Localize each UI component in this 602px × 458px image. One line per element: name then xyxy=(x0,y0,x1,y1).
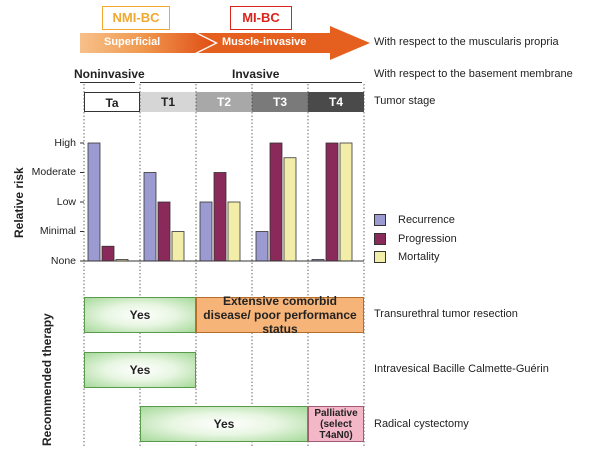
y-tick-high: High xyxy=(54,137,76,149)
stage-ta: Ta xyxy=(84,92,140,112)
turbt-label: Transurethral tumor resection xyxy=(374,308,518,320)
bar-recurrence-t1 xyxy=(143,172,157,262)
y-tick-low: Low xyxy=(56,196,76,208)
bar-progression-t4 xyxy=(325,142,339,262)
y-tick-minimal: Minimal xyxy=(39,225,76,237)
bar-progression-t3 xyxy=(269,142,283,262)
bcg-yes-box: Yes xyxy=(84,352,196,388)
y-tick-moderate: Moderate xyxy=(31,166,76,178)
turbt-comorbid-text: Extensive comorbid disease/ poor perform… xyxy=(203,294,357,336)
turbt-comorbid-box: Extensive comorbid disease/ poor perform… xyxy=(196,294,364,336)
legend-swatch-mortality xyxy=(374,251,386,263)
bar-progression-t2 xyxy=(213,172,227,262)
bar-recurrence-t3 xyxy=(255,231,269,262)
bar-progression-ta xyxy=(101,245,115,262)
bar-mortality-t2 xyxy=(227,201,241,262)
noninvasive-divider-line xyxy=(80,82,135,83)
stage-t4: T4 xyxy=(308,92,364,112)
legend-label-mortality: Mortality xyxy=(398,251,440,263)
tumor-stage-note: Tumor stage xyxy=(374,95,436,107)
cystectomy-palliative-text: Palliative (select T4aN0) xyxy=(314,407,358,441)
bar-recurrence-t2 xyxy=(199,201,213,262)
bcg-yes-text: Yes xyxy=(129,363,151,377)
legend-swatch-recurrence xyxy=(374,214,386,226)
cystectomy-yes-box: Yes xyxy=(140,406,308,442)
nmi-bc-badge: NMI-BC xyxy=(102,6,170,30)
muscle-invasive-label: Muscle-invasive xyxy=(222,36,307,48)
bar-mortality-t4 xyxy=(339,142,353,262)
turbt-yes-text: Yes xyxy=(129,308,151,322)
y-tick-none: None xyxy=(50,255,76,267)
invasive-label: Invasive xyxy=(232,67,280,81)
bar-mortality-t3 xyxy=(283,157,297,262)
stage-t1: T1 xyxy=(140,92,196,112)
stage-t2: T2 xyxy=(196,92,252,112)
bar-mortality-t1 xyxy=(171,231,185,262)
turbt-yes-box: Yes xyxy=(84,297,196,333)
cystectomy-palliative-box: Palliative (select T4aN0) xyxy=(308,406,364,442)
bar-progression-t1 xyxy=(157,201,171,262)
stage-t3: T3 xyxy=(252,92,308,112)
legend-swatch-progression xyxy=(374,233,386,245)
bcg-label: Intravesical Bacille Calmette-Guérin xyxy=(374,363,549,375)
legend-label-recurrence: Recurrence xyxy=(398,214,455,226)
invasion-arrow xyxy=(80,26,370,60)
mi-bc-badge: MI-BC xyxy=(230,6,292,30)
legend-label-progression: Progression xyxy=(398,233,457,245)
cystectomy-label: Radical cystectomy xyxy=(374,418,469,430)
noninvasive-label: Noninvasive xyxy=(74,67,145,81)
invasive-divider-line xyxy=(140,82,362,83)
muscularis-note: With respect to the muscularis propria xyxy=(374,36,559,48)
basement-note: With respect to the basement membrane xyxy=(374,68,573,80)
cystectomy-yes-text: Yes xyxy=(213,417,235,431)
bar-recurrence-ta xyxy=(87,142,101,262)
superficial-label: Superficial xyxy=(104,36,161,48)
therapy-axis-title: Recommended therapy xyxy=(40,313,54,446)
